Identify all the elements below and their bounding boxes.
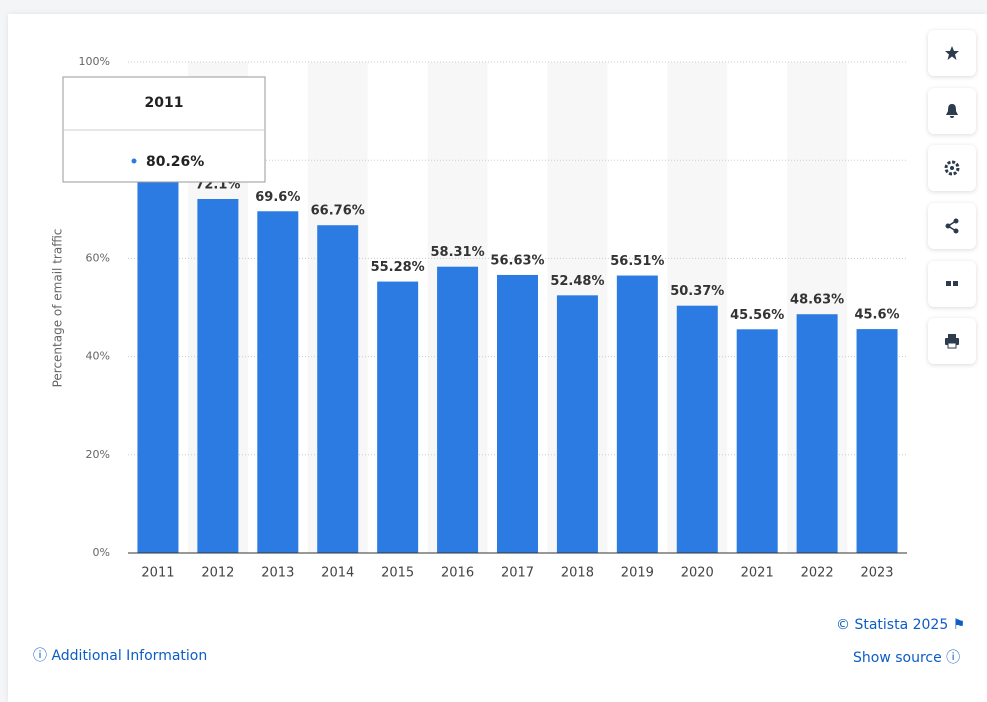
cite-button[interactable] xyxy=(928,261,976,307)
source-text: Show source xyxy=(853,650,942,666)
y-tick-label: 0% xyxy=(93,546,110,559)
x-tick-label: 2016 xyxy=(441,566,474,581)
value-label: 55.28% xyxy=(371,260,425,275)
tooltip: 2011 80.26% xyxy=(62,76,266,183)
settings-button[interactable] xyxy=(928,145,976,191)
x-tick-label: 2021 xyxy=(741,566,774,581)
x-tick-label: 2017 xyxy=(501,566,534,581)
y-tick-label: 20% xyxy=(86,448,110,461)
info-text: Additional Information xyxy=(51,648,208,664)
x-tick-label: 2013 xyxy=(261,566,294,581)
value-label: 56.63% xyxy=(490,253,544,268)
x-tick-label: 2015 xyxy=(381,566,414,581)
value-label: 58.31% xyxy=(430,245,484,260)
value-label: 69.6% xyxy=(255,190,300,205)
x-tick-label: 2018 xyxy=(561,566,594,581)
bar xyxy=(197,198,239,553)
additional-info[interactable]: ⓘ Additional Information xyxy=(33,648,208,664)
share-button[interactable] xyxy=(928,203,976,249)
tooltip-dot xyxy=(131,158,137,164)
bar xyxy=(257,211,299,553)
bar xyxy=(616,275,658,553)
tooltip-value: 80.26% xyxy=(146,154,204,170)
value-label: 66.76% xyxy=(311,204,365,219)
x-tick-label: 2014 xyxy=(321,566,354,581)
y-tick-label: 100% xyxy=(79,55,110,68)
x-tick-label: 2020 xyxy=(681,566,714,581)
bar xyxy=(317,225,359,553)
value-label: 52.48% xyxy=(550,274,604,289)
bar xyxy=(377,281,419,553)
copyright[interactable]: © Statista 2025 ⚑ xyxy=(836,617,966,633)
x-tick-label: 2019 xyxy=(621,566,654,581)
bar xyxy=(137,158,179,553)
bar xyxy=(676,305,718,553)
y-tick-label: 60% xyxy=(86,251,110,264)
bar xyxy=(796,314,838,553)
bar xyxy=(437,266,479,553)
value-label: 50.37% xyxy=(670,284,724,299)
copyright-text: © Statista 2025 xyxy=(836,617,949,633)
y-axis-label: Percentage of email traffic xyxy=(51,229,65,388)
favorite-button[interactable] xyxy=(928,30,976,76)
x-tick-label: 2022 xyxy=(801,566,834,581)
notification-button[interactable] xyxy=(928,88,976,134)
value-label: 56.51% xyxy=(610,254,664,269)
bar xyxy=(856,329,898,553)
bar xyxy=(497,274,538,553)
value-label: 45.6% xyxy=(854,308,899,323)
tooltip-title: 2011 xyxy=(145,95,184,111)
value-label: 48.63% xyxy=(790,293,844,308)
show-source[interactable]: Show source ⓘ xyxy=(853,650,961,666)
value-label: 45.56% xyxy=(730,308,784,323)
y-tick-label: 40% xyxy=(86,350,110,363)
bar xyxy=(736,329,778,553)
bar xyxy=(556,295,598,553)
x-tick-label: 2012 xyxy=(201,566,234,581)
print-button[interactable] xyxy=(928,318,976,364)
x-tick-label: 2023 xyxy=(860,566,893,581)
x-tick-label: 2011 xyxy=(141,566,174,581)
